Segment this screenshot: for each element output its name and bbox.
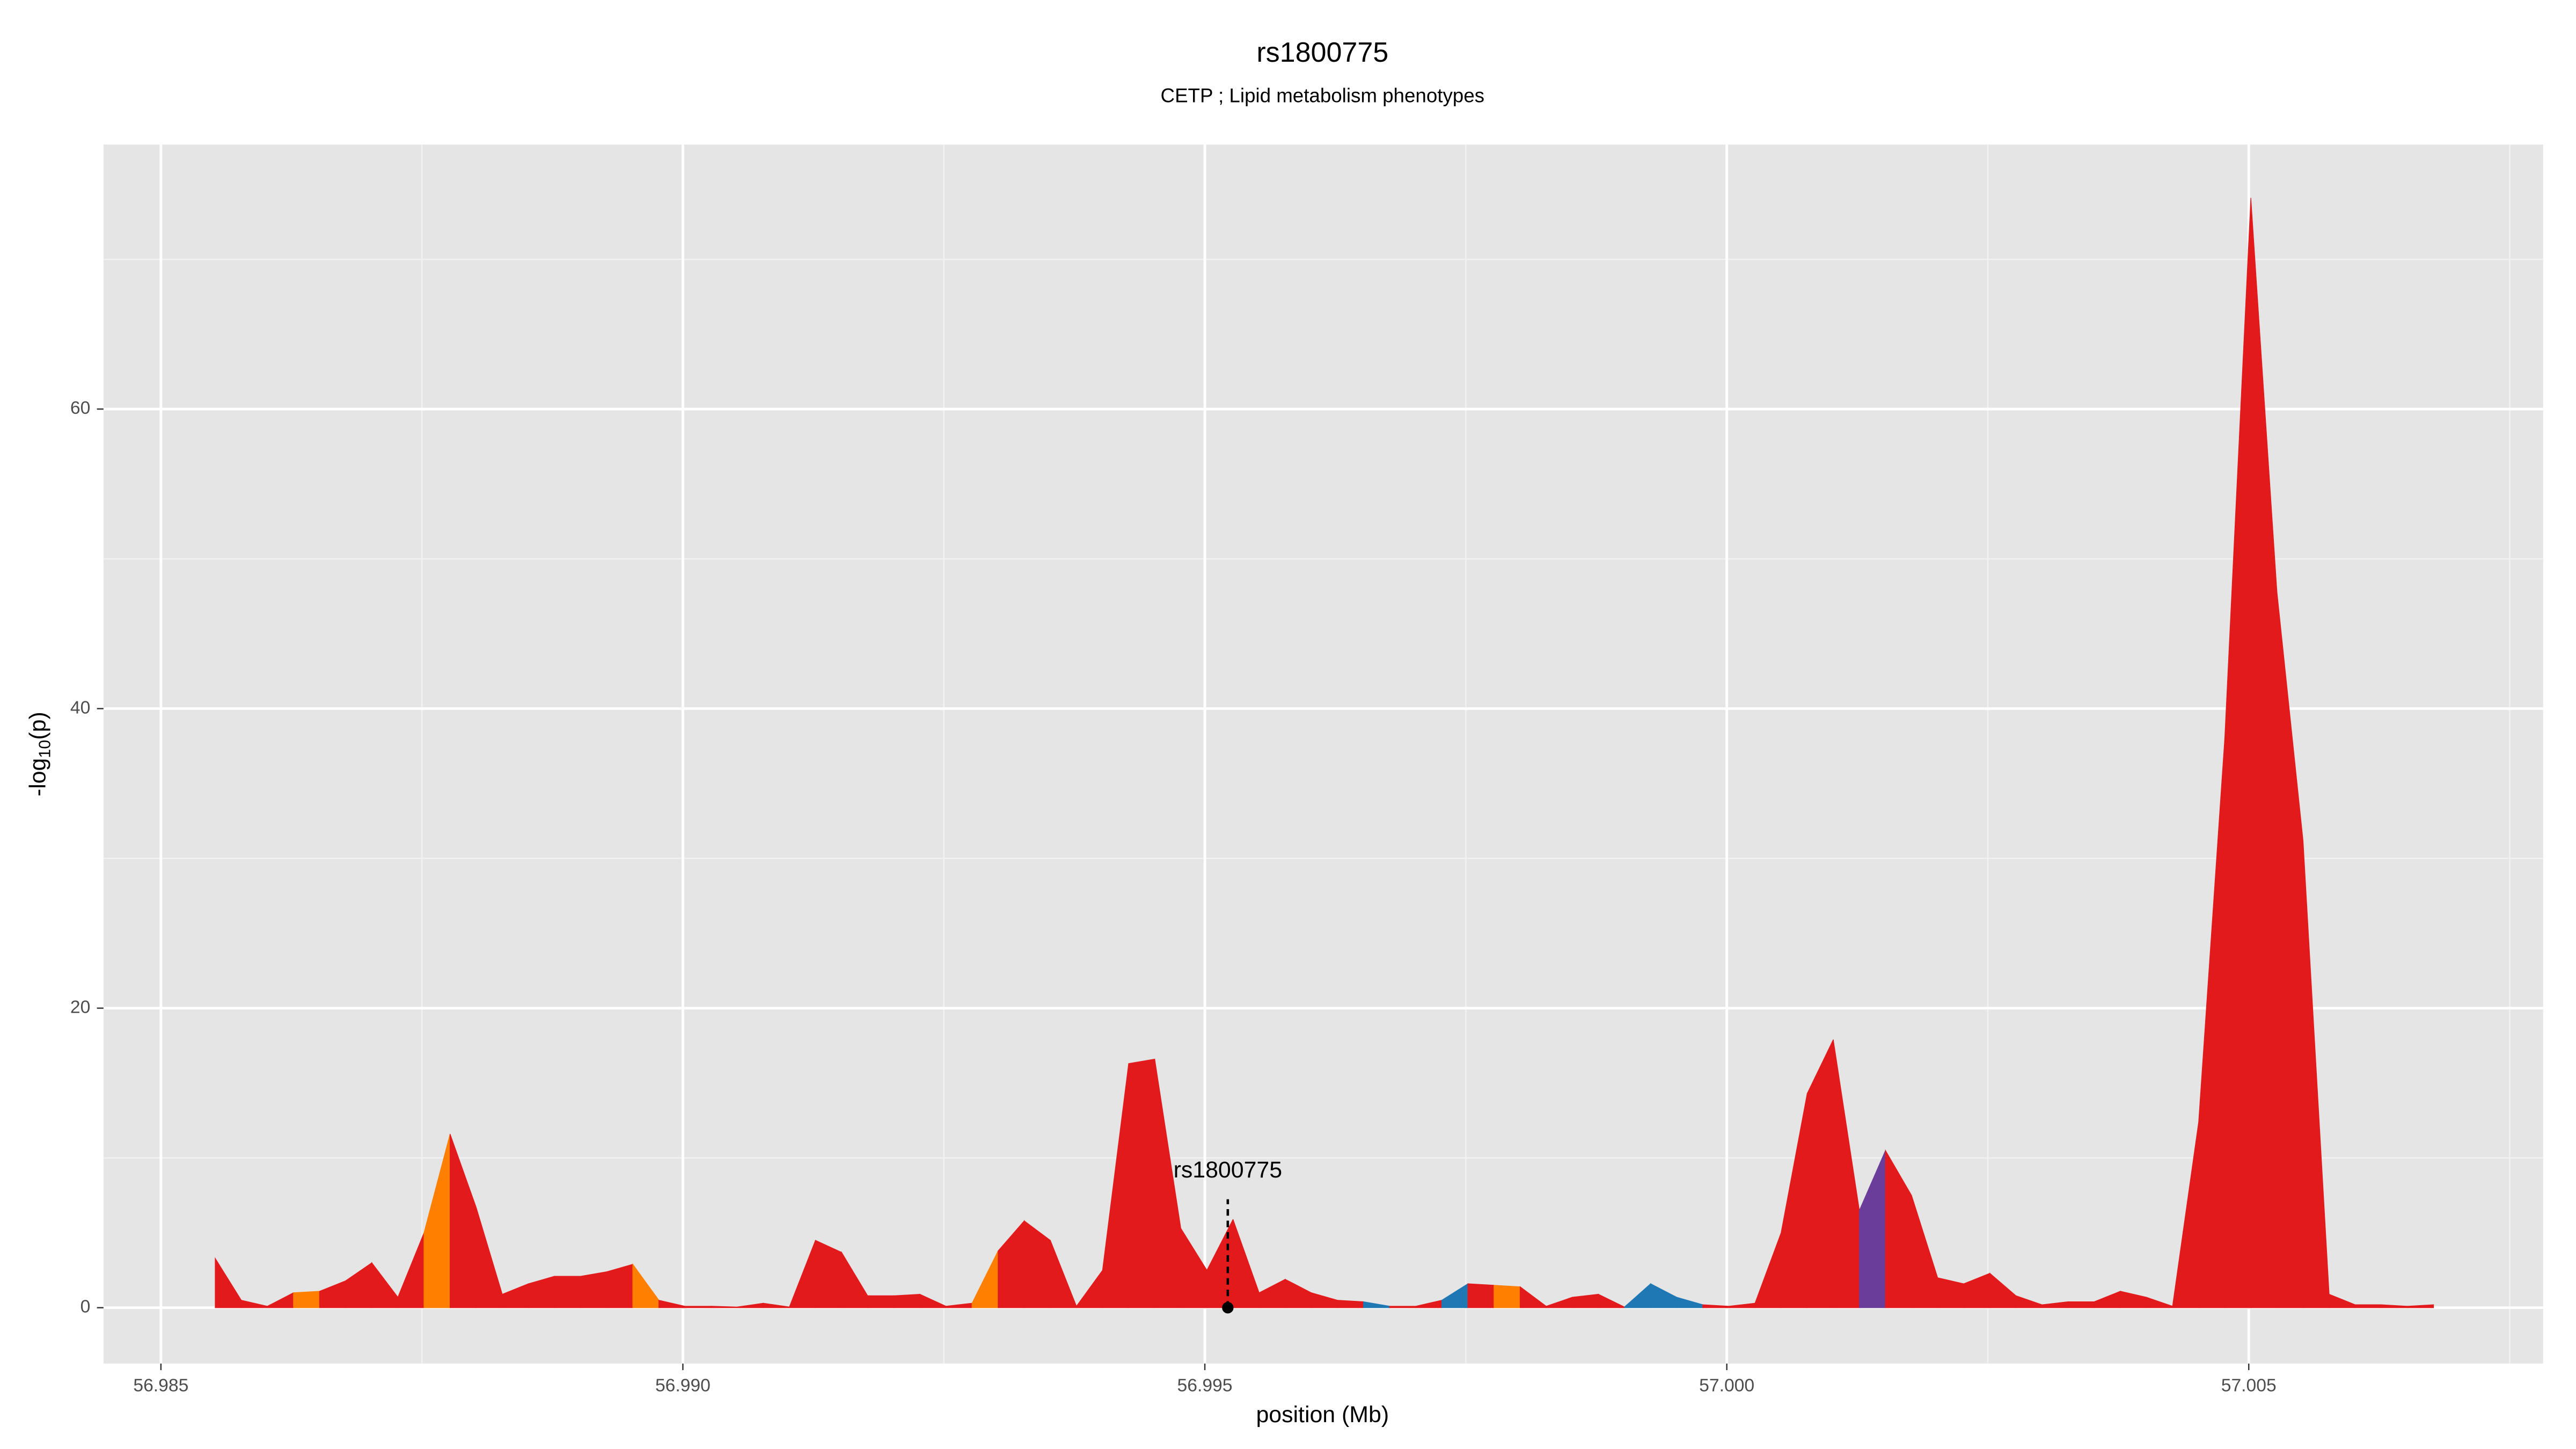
area-segment — [2068, 1301, 2095, 1308]
area-segment — [1494, 1285, 1521, 1308]
x-tick-label: 57.005 — [2221, 1376, 2277, 1396]
plot-panel — [103, 144, 2543, 1364]
y-tick-label: 60 — [70, 398, 90, 418]
area-segment — [684, 1306, 712, 1308]
area-segment — [2355, 1304, 2382, 1308]
y-axis-label-part: (p) — [25, 712, 51, 740]
x-axis-label: position (Mb) — [1256, 1402, 1389, 1428]
x-tick-label: 56.990 — [655, 1376, 711, 1396]
area-segment — [606, 1263, 633, 1308]
area-segment — [580, 1271, 608, 1308]
area-segment — [2407, 1304, 2434, 1308]
area-segment — [815, 1240, 842, 1308]
x-tick-label: 56.995 — [1177, 1376, 1233, 1396]
area-segment — [893, 1293, 920, 1308]
y-tick-label: 0 — [80, 1297, 91, 1317]
y-axis-label-part: -log — [25, 758, 51, 796]
y-tick-label: 40 — [70, 698, 90, 718]
y-axis-label-subscript: 10 — [36, 740, 54, 758]
chart-subtitle: CETP ; Lipid metabolism phenotypes — [1161, 84, 1484, 106]
area-segment — [1467, 1283, 1495, 1308]
y-axis-label: -log10(p) — [25, 712, 54, 796]
y-tick-label: 20 — [70, 997, 90, 1017]
area-segment — [1389, 1306, 1416, 1308]
x-tick-label: 57.000 — [1699, 1376, 1754, 1396]
area-segment — [867, 1295, 894, 1308]
area-segment — [1337, 1300, 1364, 1308]
annotation-point — [1222, 1302, 1234, 1314]
area-segment — [1128, 1058, 1155, 1308]
x-tick-label: 56.985 — [133, 1376, 188, 1396]
annotation-label: rs1800775 — [1174, 1157, 1282, 1183]
chart-title: rs1800775 — [1256, 37, 1388, 68]
area-segment — [293, 1291, 320, 1308]
area-segment — [554, 1276, 581, 1308]
